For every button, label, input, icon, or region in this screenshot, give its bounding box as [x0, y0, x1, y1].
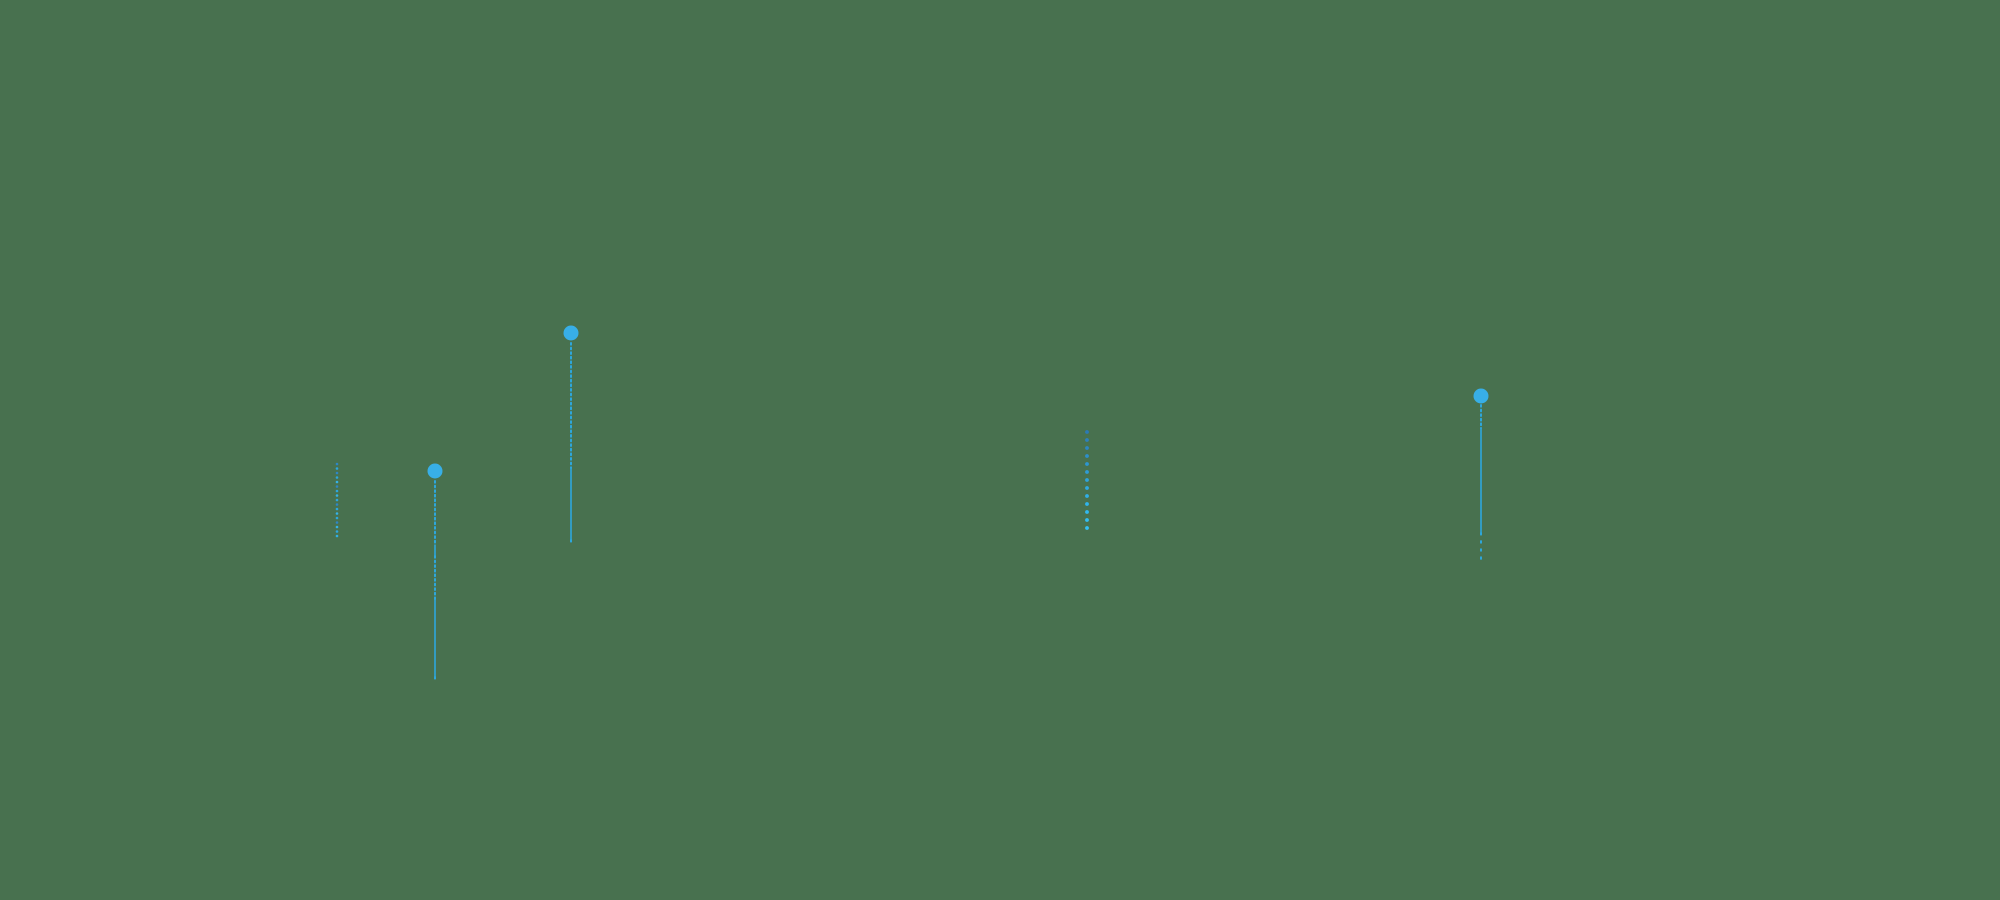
trail-dot: [335, 489, 339, 493]
particle-comet: [1473, 388, 1489, 566]
trail-dot: [1085, 478, 1089, 482]
trail-dot: [335, 485, 339, 488]
trail-dot: [1085, 526, 1089, 530]
particle-head-dot: [1473, 388, 1489, 404]
trail-dot: [335, 480, 339, 484]
particle-head-dot: [563, 325, 579, 341]
trail-dot: [1085, 518, 1089, 522]
trail-dot: [335, 476, 339, 479]
trail-dot: [1085, 430, 1089, 434]
particle-dot-trail: [335, 462, 339, 538]
trail-dot: [1085, 446, 1089, 450]
particle-dot-trail: [1085, 430, 1089, 530]
trail-dot: [1085, 510, 1089, 514]
trail-dot: [335, 530, 339, 533]
trail-dot: [335, 534, 339, 538]
trail-dot: [335, 525, 339, 529]
trail-dot: [1085, 470, 1089, 474]
trail-dot: [335, 512, 339, 515]
trail-dot: [335, 507, 339, 511]
trail-dot: [335, 462, 339, 466]
particle-head-dot: [427, 463, 443, 479]
trail-dot: [335, 516, 339, 520]
trail-dot: [335, 521, 339, 524]
trail-dot: [1085, 454, 1089, 458]
trail-dot: [1085, 502, 1089, 506]
trail-dot: [335, 467, 339, 470]
trail-dot: [335, 494, 339, 497]
trail-dot: [1085, 494, 1089, 498]
trail-dot: [335, 471, 339, 475]
trail-dot: [1085, 486, 1089, 490]
trail-dot: [335, 503, 339, 506]
particle-comet: [427, 463, 443, 686]
trail-dot: [1085, 438, 1089, 442]
trail-dot: [1085, 462, 1089, 466]
particle-comet: [563, 325, 579, 549]
trail-dot: [335, 498, 339, 502]
